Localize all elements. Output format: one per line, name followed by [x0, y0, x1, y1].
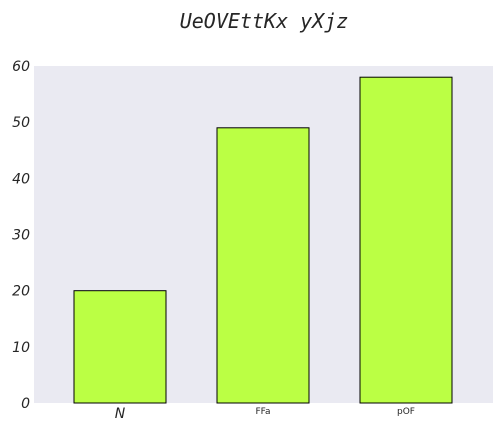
x-tick-label: pOF: [397, 407, 415, 417]
y-axis: 0 10 20 30 40 50 60: [12, 59, 30, 412]
bars-layer: [73, 76, 453, 404]
x-tick-label: FFa: [255, 407, 270, 417]
bar-pOF: [359, 76, 453, 404]
bar-FFa: [216, 127, 310, 404]
bar-N: [73, 290, 167, 404]
y-tick-label: 40: [12, 171, 30, 187]
x-tick-label: N: [115, 406, 126, 422]
y-tick-label: 30: [12, 228, 30, 244]
chart-title: UeOVEttKx yXjz: [180, 9, 349, 33]
y-tick-label: 60: [12, 59, 30, 75]
y-tick-label: 50: [12, 115, 30, 131]
y-tick-label: 0: [21, 396, 30, 412]
x-axis: N FFa pOF: [115, 406, 415, 422]
y-tick-label: 20: [12, 284, 30, 300]
y-tick-label: 10: [12, 340, 30, 356]
